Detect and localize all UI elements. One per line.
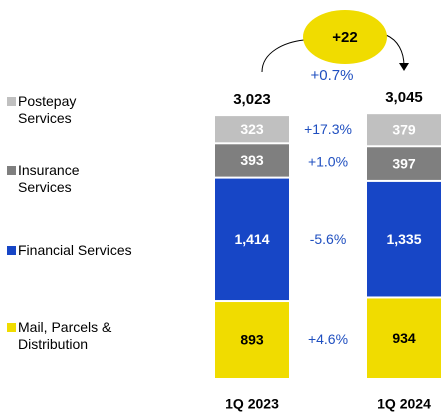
bar-segment [367, 114, 441, 146]
change-label: +1.0% [308, 154, 348, 170]
total-label: 3,045 [385, 89, 423, 106]
bar-segment [367, 147, 441, 180]
bar-segment [215, 144, 289, 177]
legend-swatch [7, 323, 16, 332]
legend-swatch [7, 166, 16, 175]
arc-left [261, 39, 305, 73]
x-tick-label: 1Q 2024 [377, 396, 431, 412]
change-label: -5.6% [310, 231, 347, 247]
arrow-head [399, 63, 409, 71]
bar-segment [215, 178, 289, 301]
value-label: 893 [240, 332, 264, 348]
bar-segment [215, 116, 289, 143]
value-label: 397 [392, 155, 416, 171]
arc-right [385, 34, 405, 67]
delta-label: +22 [332, 29, 357, 46]
change-label: +4.6% [308, 331, 348, 347]
legend-label: Mail, Parcels & Distribution [18, 319, 112, 352]
value-label: 1,414 [234, 231, 269, 247]
change-label: +17.3% [304, 121, 352, 137]
value-label: 379 [392, 121, 416, 137]
legend-swatch [7, 246, 16, 255]
value-label: 323 [240, 121, 264, 137]
legend-label: Financial Services [18, 242, 132, 258]
delta-bubble [303, 10, 387, 64]
total-label: 3,023 [233, 91, 271, 108]
delta-change: +0.7% [311, 67, 354, 84]
value-label: 393 [240, 152, 264, 168]
legend-swatch [7, 97, 16, 106]
legend-label: Insurance Services [18, 162, 80, 195]
bar-segment [215, 302, 289, 378]
bar-segment [367, 298, 441, 378]
value-label: 934 [392, 330, 416, 346]
x-tick-label: 1Q 2023 [225, 396, 279, 412]
value-label: 1,335 [386, 231, 421, 247]
legend-label: Postepay Services [18, 93, 77, 126]
bar-segment [367, 181, 441, 297]
